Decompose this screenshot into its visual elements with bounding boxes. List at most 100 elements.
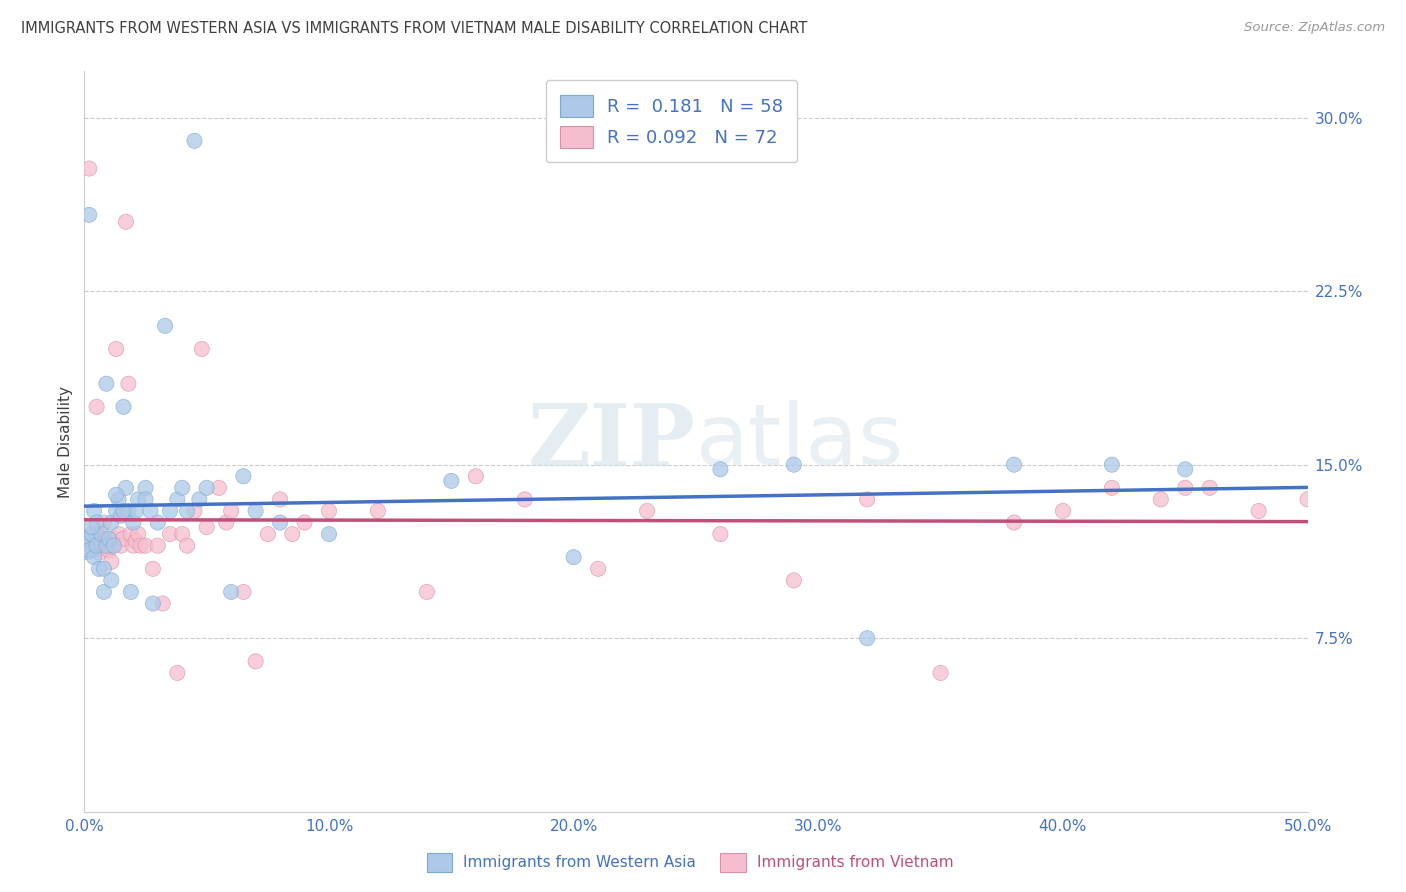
Point <box>269 516 291 530</box>
Point <box>783 574 806 588</box>
Point <box>513 492 536 507</box>
Y-axis label: Male Disability: Male Disability <box>58 385 73 498</box>
Point <box>86 400 108 414</box>
Point <box>125 534 148 549</box>
Point <box>215 516 238 530</box>
Point <box>122 516 145 530</box>
Point <box>76 539 98 553</box>
Point <box>783 458 806 472</box>
Point <box>80 527 103 541</box>
Point <box>269 492 291 507</box>
Point <box>120 585 142 599</box>
Point <box>183 504 205 518</box>
Point <box>636 504 658 518</box>
Point <box>93 585 115 599</box>
Point <box>245 654 267 668</box>
Point <box>1198 481 1220 495</box>
Point <box>1002 458 1025 472</box>
Point <box>86 527 108 541</box>
Point <box>142 597 165 611</box>
Point <box>219 585 242 599</box>
Point <box>166 492 188 507</box>
Point <box>115 215 138 229</box>
Point <box>103 539 125 553</box>
Point <box>87 562 110 576</box>
Point <box>142 562 165 576</box>
Point <box>77 543 100 558</box>
Text: ZIP: ZIP <box>529 400 696 483</box>
Text: Immigrants from Vietnam: Immigrants from Vietnam <box>756 855 953 870</box>
Point <box>139 504 162 518</box>
Point <box>105 488 128 502</box>
Point <box>107 527 129 541</box>
Point <box>195 481 218 495</box>
Point <box>1296 492 1319 507</box>
Point <box>440 474 463 488</box>
Point <box>83 550 105 565</box>
Point <box>1320 492 1343 507</box>
Point <box>87 545 110 560</box>
Point <box>1101 458 1123 472</box>
Text: Source: ZipAtlas.com: Source: ZipAtlas.com <box>1244 21 1385 35</box>
Point <box>77 161 100 176</box>
Point <box>1150 492 1173 507</box>
Text: atlas: atlas <box>696 400 904 483</box>
Point <box>77 539 100 553</box>
Text: Immigrants from Western Asia: Immigrants from Western Asia <box>464 855 696 870</box>
Point <box>586 562 609 576</box>
Point <box>135 539 157 553</box>
Point <box>107 492 129 507</box>
Point <box>83 504 105 518</box>
Point <box>146 516 169 530</box>
Point <box>166 665 188 680</box>
Point <box>100 539 122 553</box>
Point <box>127 492 149 507</box>
Point <box>76 539 98 553</box>
Point <box>281 527 304 541</box>
Point <box>146 539 169 553</box>
Point <box>127 527 149 541</box>
Point <box>93 539 115 553</box>
Point <box>96 539 118 553</box>
Point <box>115 481 138 495</box>
Point <box>129 539 152 553</box>
Point <box>159 527 181 541</box>
Point <box>83 539 105 553</box>
Point <box>112 504 135 518</box>
Point <box>183 134 205 148</box>
Point <box>135 492 157 507</box>
Point <box>153 318 176 333</box>
Point <box>856 492 879 507</box>
Point <box>87 532 110 546</box>
Point <box>232 469 254 483</box>
Point <box>245 504 267 518</box>
Point <box>103 532 125 546</box>
Point <box>105 342 128 356</box>
Point <box>709 527 731 541</box>
Point <box>367 504 389 518</box>
Point <box>105 504 128 518</box>
Point <box>122 539 145 553</box>
Point <box>232 585 254 599</box>
Point <box>464 469 486 483</box>
Point <box>96 376 118 391</box>
Point <box>93 562 115 576</box>
Point <box>86 516 108 530</box>
Point <box>1174 462 1197 476</box>
Point <box>96 532 118 546</box>
Point <box>1002 516 1025 530</box>
Point <box>219 504 242 518</box>
Point <box>80 543 103 558</box>
Point <box>318 527 340 541</box>
Point <box>125 504 148 518</box>
Point <box>416 585 439 599</box>
Point <box>257 527 280 541</box>
Point <box>100 516 122 530</box>
Point <box>117 504 139 518</box>
Point <box>76 532 98 546</box>
Point <box>112 400 135 414</box>
Point <box>208 481 231 495</box>
Text: IMMIGRANTS FROM WESTERN ASIA VS IMMIGRANTS FROM VIETNAM MALE DISABILITY CORRELAT: IMMIGRANTS FROM WESTERN ASIA VS IMMIGRAN… <box>21 21 807 37</box>
Point <box>110 539 132 553</box>
Point <box>1101 481 1123 495</box>
